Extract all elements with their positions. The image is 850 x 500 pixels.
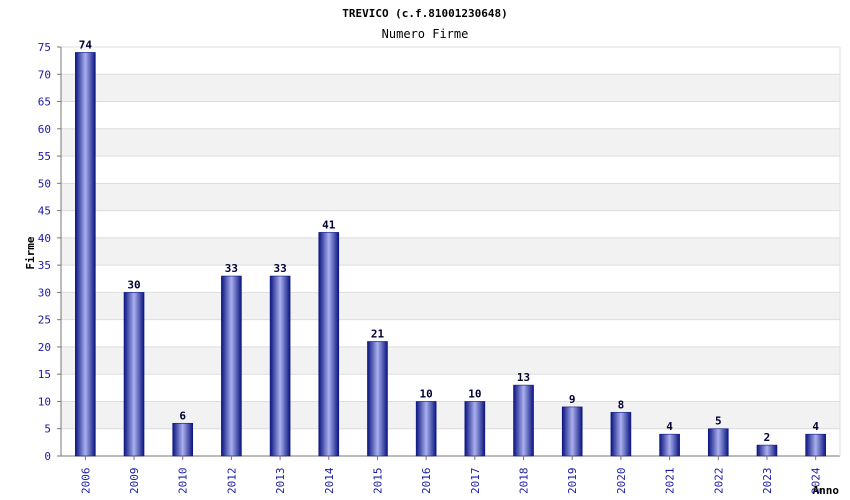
- x-tick-label: 2020: [615, 468, 628, 495]
- bar: [172, 422, 194, 457]
- x-tick-label: 2019: [566, 468, 579, 495]
- data-label: 10: [420, 387, 433, 400]
- data-label: 6: [179, 409, 186, 422]
- x-tick-label: 2015: [371, 468, 384, 495]
- bar: [318, 232, 340, 457]
- x-axis-label: Anno: [813, 484, 840, 497]
- chart-subtitle: Numero Firme: [382, 27, 469, 41]
- chart-title: TREVICO (c.f.81001230648): [342, 7, 508, 20]
- data-label: 41: [322, 218, 336, 231]
- bars: [75, 52, 826, 457]
- x-tick-label: 2013: [274, 468, 287, 495]
- x-tick-label: 2012: [225, 468, 238, 495]
- data-label: 5: [715, 415, 722, 428]
- x-tick-label: 2014: [323, 467, 336, 494]
- y-tick-label: 35: [38, 259, 51, 272]
- grid-band: [61, 128, 840, 157]
- x-tick-labels: 2006 2009 2010 2012 2013 2014 2015 2016 2017 2018…: [79, 456, 823, 495]
- data-label: 33: [273, 262, 286, 275]
- x-tick-label: 2024: [810, 467, 823, 494]
- data-label: 74: [79, 38, 93, 51]
- bar: [75, 52, 96, 457]
- y-tick-label: 40: [38, 232, 51, 245]
- data-label: 9: [569, 393, 576, 406]
- bar: [756, 444, 778, 457]
- grid-band: [61, 74, 840, 102]
- y-tick-label: 65: [38, 96, 51, 109]
- y-tick-label: 20: [38, 341, 51, 354]
- x-tick-label: 2021: [664, 468, 677, 495]
- x-tick-label: 2006: [79, 468, 92, 495]
- bar: [415, 401, 437, 457]
- bar: [367, 341, 388, 457]
- x-tick-label: 2018: [518, 468, 531, 495]
- y-tick-label: 15: [38, 368, 51, 381]
- data-label: 8: [618, 398, 625, 411]
- y-tick-label: 0: [44, 450, 51, 463]
- grid-band: [61, 292, 840, 320]
- data-label: 4: [666, 420, 673, 433]
- grid-band: [61, 346, 840, 375]
- y-tick-label: 70: [38, 68, 51, 81]
- grid-band: [61, 237, 840, 266]
- data-label: 4: [812, 420, 819, 433]
- x-tick-label: 2023: [761, 468, 774, 495]
- y-tick-label: 75: [38, 41, 51, 54]
- grid-bands: [61, 74, 840, 429]
- bar: [561, 406, 583, 457]
- y-tick-label: 5: [44, 423, 51, 436]
- bar: [659, 433, 680, 457]
- x-tick-label: 2016: [420, 468, 433, 495]
- x-tick-label: 2009: [128, 468, 141, 495]
- y-tick-label: 60: [38, 123, 51, 136]
- y-tick-label: 50: [38, 177, 51, 190]
- y-tick-label: 45: [38, 205, 51, 218]
- y-tick-label: 55: [38, 150, 51, 163]
- data-label: 21: [371, 327, 385, 340]
- bar: [221, 275, 242, 457]
- x-tick-label: 2022: [712, 468, 725, 495]
- y-axis-label: Firme: [24, 236, 37, 269]
- y-tick-label: 10: [38, 395, 51, 408]
- data-label: 2: [764, 431, 771, 444]
- data-label: 10: [468, 387, 481, 400]
- y-tick-label: 30: [38, 286, 51, 299]
- x-tick-label: 2017: [469, 468, 482, 495]
- bar: [513, 384, 534, 457]
- y-tick-labels: 0 5 10 15 20 25 30 35 40 45 50 55 60 65 70 75: [38, 41, 51, 463]
- bar: [464, 401, 486, 457]
- data-label: 33: [225, 262, 238, 275]
- data-label: 30: [127, 278, 140, 291]
- x-tick-label: 2010: [177, 468, 190, 495]
- data-label: 13: [517, 371, 530, 384]
- bar: [123, 292, 145, 457]
- bar: [610, 412, 632, 457]
- y-tick-label: 25: [38, 314, 51, 327]
- grid-band: [61, 183, 840, 211]
- bar: [805, 433, 826, 457]
- bar: [269, 275, 291, 457]
- data-labels: 74 30 6 33 33 41 21 10 10 13 9 8 4 5 2 4: [79, 38, 820, 444]
- bar: [707, 428, 729, 457]
